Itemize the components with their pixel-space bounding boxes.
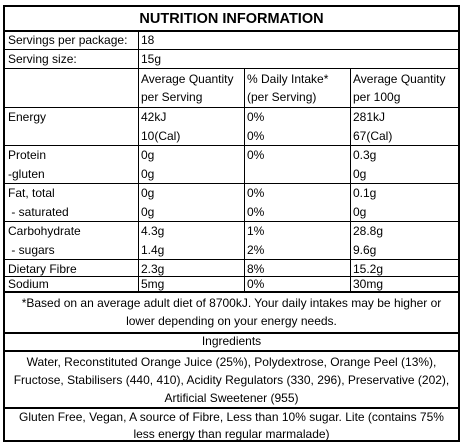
row-value: 281kJ [353,110,386,124]
claims-line-2: less energy than regular marmalade) [133,427,330,441]
serving-size-label: Serving size: [8,52,77,66]
ingredients-line-3: Artificial Sweetener (955) [164,391,299,405]
divider [5,350,458,352]
row-value: 0% [247,129,265,143]
row-value: 2% [247,243,265,257]
divider [5,291,458,293]
servings-per-package-label: Servings per package: [8,33,128,47]
footnote-line-2: lower depending on your energy needs. [126,314,337,328]
divider [5,107,458,108]
divider [5,183,458,184]
header-avg-100g-1: Average Quantity [353,72,446,86]
ingredients-heading: Ingredients [201,334,262,348]
row-value: 2.3g [141,262,165,276]
column-divider [350,68,351,292]
row-value: 0.1g [353,186,377,200]
divider [5,30,458,32]
row-value: 0% [247,148,265,162]
row-value: 0% [247,277,265,291]
row-value: 0% [247,205,265,219]
row-value: 0g [141,148,155,162]
row-value: 42kJ [141,110,167,124]
row-label-sodium: Sodium [8,277,49,291]
header-avg-serving-1: Average Quantity [141,72,234,86]
ingredients-line-1: Water, Reconstituted Orange Juice (25%),… [26,355,437,369]
column-divider [244,68,245,292]
header-avg-serving-2: per Serving [141,90,203,104]
row-value: 9.6g [353,243,377,257]
divider [5,332,458,334]
row-value: 67(Cal) [353,129,393,143]
footnote-line-1: *Based on an average adult diet of 8700k… [21,296,442,310]
header-daily-intake-2: (per Serving) [247,90,317,104]
panel-title: NUTRITION INFORMATION [139,11,324,27]
divider [5,145,458,146]
row-value: 8% [247,262,265,276]
row-label-protein: Protein [8,148,47,162]
row-label-fat-total: Fat, total [8,186,55,200]
servings-per-package-value: 18 [141,33,155,47]
row-value: 0g [353,205,367,219]
row-label-dietary-fibre: Dietary Fibre [8,262,77,276]
row-value: 0% [247,186,265,200]
divider [5,68,458,69]
row-value: 5mg [141,277,165,291]
row-label-energy: Energy [8,110,47,124]
divider [5,259,458,260]
divider [5,49,458,50]
row-value: 30mg [353,277,384,291]
row-value: 1% [247,224,265,238]
row-label-sugars: - sugars [8,243,55,257]
header-daily-intake-1: % Daily Intake* [247,72,329,86]
row-value: 4.3g [141,224,165,238]
row-value: 0g [141,186,155,200]
column-divider [138,30,139,292]
serving-size-value: 15g [141,52,162,66]
row-value: 0g [141,167,155,181]
row-label-saturated: - saturated [8,205,69,219]
ingredients-line-2: Fructose, Stabilisers (440, 410), Acidit… [13,373,450,387]
row-value: 0g [353,167,367,181]
row-label-gluten: -gluten [8,167,45,181]
claims-line-1: Gluten Free, Vegan, A source of Fibre, L… [19,410,444,424]
header-avg-100g-2: per 100g [353,90,401,104]
row-value: 1.4g [141,243,165,257]
divider [5,407,458,409]
row-label-carbohydrate: Carbohydrate [8,224,81,238]
nutrition-panel: NUTRITION INFORMATION Servings per packa… [3,5,460,442]
row-value: 0% [247,110,265,124]
divider [5,276,458,277]
divider [5,221,458,222]
row-value: 0g [141,205,155,219]
row-value: 10(Cal) [141,129,181,143]
row-value: 15.2g [353,262,384,276]
row-value: 28.8g [353,224,384,238]
row-value: 0.3g [353,148,377,162]
